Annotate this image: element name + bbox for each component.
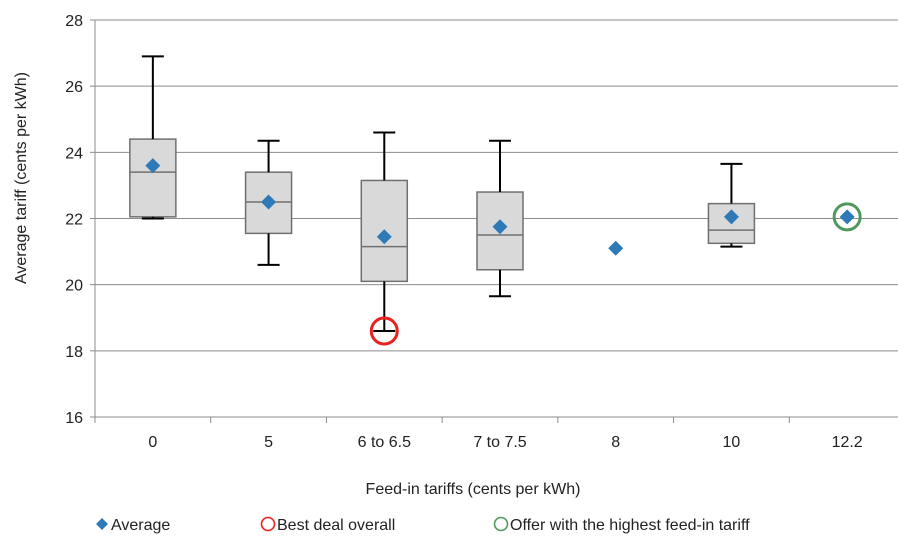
legend-marker-average: [96, 518, 108, 530]
axes: [94, 20, 898, 418]
x-tick-label-1: 5: [264, 434, 273, 451]
y-axis-title: Average tariff (cents per kWh): [13, 72, 30, 284]
legend: Average Best deal overall Offer with the h…: [96, 516, 750, 534]
y-tick-label-24: 24: [65, 145, 83, 162]
box-0: [129, 138, 177, 218]
highlight-circle-1: [832, 202, 862, 232]
y-tick-label-22: 22: [65, 212, 83, 229]
x-tick-label-0: 0: [148, 434, 157, 451]
legend-label-2: Offer with the highest feed-in tariff: [510, 517, 750, 534]
average-marker-1: [261, 194, 277, 210]
average-marker-2: [376, 229, 392, 245]
legend-label-1: Best deal overall: [277, 517, 395, 534]
whisker-series: [141, 55, 743, 332]
y-tick-label-26: 26: [65, 79, 83, 96]
highlight-series: [369, 202, 862, 346]
x-tick-label-2: 6 to 6.5: [358, 434, 411, 451]
average-marker-5: [723, 209, 739, 225]
x-tick-label-6: 12.2: [832, 434, 863, 451]
x-tick-label-5: 10: [723, 434, 741, 451]
average-series: [145, 158, 855, 256]
y-tick-label-16: 16: [65, 410, 83, 427]
y-tick-label-20: 20: [65, 278, 83, 295]
x-tick-label-4: 8: [611, 434, 620, 451]
box-series: [129, 138, 756, 283]
y-axis-ticks: 16 18 20 22 24 26 28: [65, 13, 95, 427]
x-tick-label-3: 7 to 7.5: [473, 434, 526, 451]
x-axis-title: Feed-in tariffs (cents per kWh): [366, 481, 581, 498]
highlight-circle-0: [369, 316, 399, 346]
legend-label-0: Average: [111, 517, 170, 534]
y-tick-label-18: 18: [65, 344, 83, 361]
legend-marker-2: [493, 516, 509, 532]
average-marker-6: [839, 209, 855, 225]
average-marker-0: [145, 158, 161, 174]
legend-marker-1: [260, 516, 276, 532]
average-marker-3: [492, 219, 508, 235]
y-tick-label-28: 28: [65, 13, 83, 30]
average-marker-4: [608, 240, 624, 256]
x-axis-ticks: 0 5 6 to 6.5 7 to 7.5 8 10 12.2: [94, 417, 863, 451]
